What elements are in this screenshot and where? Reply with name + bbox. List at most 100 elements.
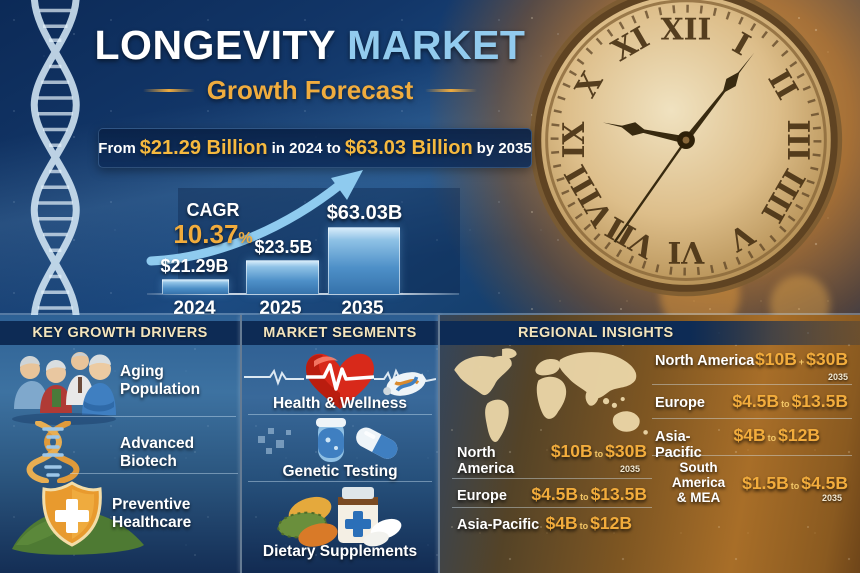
elderly-group-icon	[12, 352, 116, 425]
bar-value-2035: $63.03B	[326, 202, 403, 224]
region-value: $1.5B to $4.5B	[742, 473, 848, 494]
forecast-end: by 2035	[476, 139, 532, 157]
value-to: $30B	[806, 349, 848, 369]
region-year: 2035	[822, 493, 843, 503]
x-axis	[147, 293, 459, 295]
regional-row: South America & MEA $1.5B to $4.5B	[655, 460, 848, 506]
region-name: North America	[655, 353, 755, 369]
panel-regional-insights: REGIONAL INSIGHTS North Ame	[440, 315, 860, 573]
clock-numeral: III	[781, 119, 816, 161]
subtitle-row: Growth Forecast	[88, 75, 532, 106]
value-to: $30B	[605, 441, 647, 461]
value-from: $4.5B	[531, 484, 579, 504]
clock-hands	[602, 52, 755, 243]
supplement-bottle-pills-icon	[277, 487, 402, 547]
region-value: $10B to $30B	[551, 441, 647, 462]
value-from: $10B	[755, 349, 797, 369]
clock-numeral: XII	[661, 11, 712, 46]
title-part2: MARKET	[347, 22, 526, 68]
forecast-from: From	[98, 139, 136, 157]
left-dash	[142, 89, 195, 92]
region-name: South America & MEA	[655, 460, 742, 506]
growth-arrow-icon	[146, 170, 363, 266]
panel-key-growth-drivers: KEY GROWTH DRIVERS Aging	[0, 315, 240, 573]
clock-numeral: VI	[668, 235, 706, 270]
cagr-percent-sign: %	[238, 230, 253, 247]
value-connector: +	[798, 357, 805, 367]
driver-label-aging-population: Aging Population	[120, 363, 201, 398]
value-to: $12B	[590, 513, 632, 533]
value-to: $13.5B	[590, 484, 647, 504]
value-connector: to	[579, 521, 589, 531]
driver-label-preventive-healthcare: Preventive Healthcare	[112, 496, 192, 531]
region-name: Asia-Pacific	[457, 517, 540, 533]
vintage-clock: XII I II III IIII V VI VII VIII IX X XI	[529, 0, 843, 297]
bar-2024	[162, 279, 229, 294]
heart-ekg-icon	[244, 353, 436, 409]
forecast-value-2024: $21.29 Billion	[139, 136, 268, 159]
region-name: Europe	[655, 395, 705, 411]
value-connector: to	[580, 492, 589, 502]
value-to: $13.5B	[791, 391, 848, 411]
value-from: $4.5B	[732, 391, 780, 411]
item-separator	[60, 416, 236, 417]
row-separator	[652, 384, 852, 385]
region-value: $10B + $30B	[755, 349, 848, 370]
region-name-line1: South America	[671, 460, 726, 490]
region-year: 2035	[620, 464, 641, 474]
regional-row: Europe $4.5B to $13.5B	[457, 484, 647, 505]
row-separator	[652, 455, 852, 456]
segment-label-dietary-supplements: Dietary Supplements	[262, 543, 418, 560]
regional-row: Europe $4.5B to $13.5B	[655, 391, 848, 412]
cagr-value: 10.37%	[163, 221, 263, 247]
value-connector: to	[790, 480, 800, 491]
bar-2025	[246, 260, 319, 294]
panel-divider	[438, 315, 440, 573]
panel-title: REGIONAL INSIGHTS	[440, 321, 860, 345]
panel-title: KEY GROWTH DRIVERS	[0, 321, 240, 345]
region-value: $4B to $12B	[546, 513, 632, 534]
item-separator	[248, 481, 432, 482]
cagr-number: 10.37	[173, 219, 239, 249]
cagr-label: CAGR	[186, 200, 240, 220]
value-connector: to	[781, 399, 790, 409]
dna-lens-icon	[383, 372, 426, 396]
item-separator	[248, 414, 432, 415]
shield-cross-icon	[12, 481, 144, 555]
bottom-section: KEY GROWTH DRIVERS Aging	[0, 313, 860, 573]
title-part1: LONGEVITY	[94, 22, 336, 68]
tick-2025: 2025	[259, 298, 302, 319]
tick-2024: 2024	[173, 298, 216, 319]
region-value: $4.5B to $13.5B	[531, 484, 647, 505]
panel-title: MARKET SEGMENTS	[242, 321, 438, 345]
row-separator	[652, 418, 852, 419]
forecast-mid: in 2024 to	[271, 139, 341, 157]
region-name-line2: & MEA	[676, 489, 721, 505]
subtitle: Growth Forecast	[206, 75, 414, 105]
regional-row: Asia-Pacific $4B to $12B	[655, 425, 820, 461]
region-name: Europe	[457, 488, 507, 504]
panel-divider	[240, 315, 242, 573]
growth-bar-chart: CAGR 10.37% $21.29B $23.5B $63.03B 2024 …	[145, 168, 460, 319]
regional-row: North America $10B + $30B	[655, 349, 848, 370]
forecast-band: From $21.29 Billion in 2024 to $63.03 Bi…	[98, 128, 532, 168]
value-from: $4B	[545, 513, 578, 533]
dna-helix-graphic	[30, 0, 80, 315]
row-separator	[452, 507, 652, 508]
value-from: $10B	[550, 441, 593, 461]
item-separator	[70, 473, 238, 474]
region-name: North America	[457, 445, 515, 477]
value-from: $1.5B	[742, 472, 789, 493]
page-title: LONGEVITY MARKET	[88, 22, 532, 69]
header: LONGEVITY MARKET Growth Forecast	[88, 22, 532, 106]
dna-helix-icon	[26, 421, 80, 483]
region-year: 2035	[828, 372, 849, 382]
bar-value-2024: $21.29B	[160, 256, 229, 276]
cagr-callout: CAGR 10.37%	[163, 200, 263, 247]
right-dash	[425, 89, 478, 92]
value-to: $4.5B	[801, 472, 848, 493]
value-from: $4B	[733, 425, 766, 445]
clock-numeral: IX	[556, 122, 591, 159]
bar-2035	[328, 227, 400, 294]
